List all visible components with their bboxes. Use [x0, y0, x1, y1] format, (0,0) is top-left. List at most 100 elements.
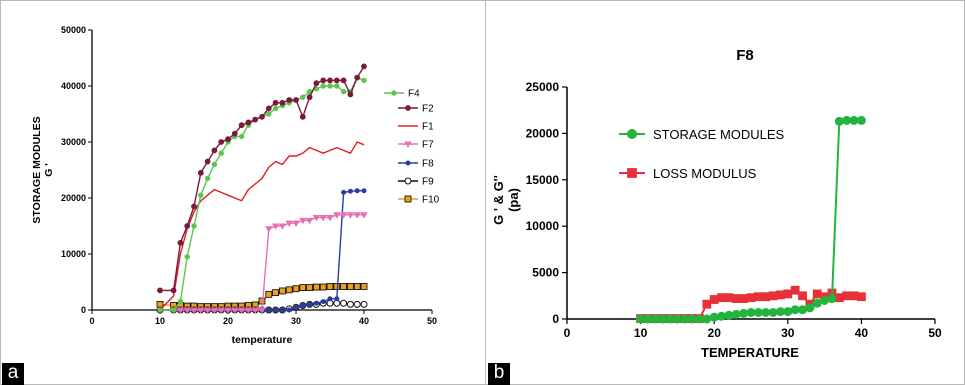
data-point	[340, 77, 347, 84]
legend-item-f1: F1	[398, 122, 434, 133]
data-point	[346, 300, 354, 308]
data-point	[217, 307, 225, 314]
panel-label-b: b	[488, 363, 510, 385]
data-point	[775, 307, 785, 317]
data-point	[292, 285, 300, 293]
data-point	[312, 215, 321, 222]
y-axis-label: STORAGE MODULESG '	[31, 116, 55, 223]
data-point	[354, 188, 360, 194]
data-point	[292, 220, 300, 227]
data-point	[339, 212, 348, 219]
legend-item-f10: F10	[398, 195, 440, 206]
x-tick-label: 0	[564, 326, 571, 340]
legend-marker	[404, 141, 412, 148]
data-point	[286, 307, 292, 313]
data-point	[204, 158, 211, 165]
data-point	[327, 83, 333, 89]
data-point	[753, 292, 763, 302]
data-point	[285, 286, 293, 294]
legend-marker	[405, 160, 411, 166]
data-point	[265, 105, 272, 112]
data-point	[177, 298, 184, 305]
data-point	[636, 314, 646, 324]
data-point	[842, 291, 852, 301]
data-point	[798, 305, 808, 315]
data-point	[157, 307, 163, 313]
data-point	[306, 284, 314, 292]
data-point	[299, 284, 307, 292]
data-point	[361, 188, 367, 194]
data-point	[278, 287, 286, 295]
x-tick-label: 50	[928, 326, 942, 340]
data-point	[694, 314, 704, 324]
data-point	[299, 113, 306, 120]
y-axis-label-line: STORAGE MODULES	[31, 116, 43, 223]
x-tick-label: 0	[89, 316, 94, 326]
data-point	[252, 116, 259, 123]
data-point	[347, 91, 354, 98]
y-tick-label: 15000	[526, 173, 560, 187]
data-point	[320, 83, 326, 89]
data-point	[245, 119, 252, 126]
y-axis-label: G ' & G''(pa)	[491, 175, 521, 225]
data-point	[218, 150, 224, 156]
data-point	[360, 212, 368, 219]
data-point	[334, 83, 340, 89]
data-point	[231, 307, 239, 314]
data-point	[157, 287, 163, 294]
x-tick-label: 30	[291, 316, 301, 326]
legend-item-f4: F4	[384, 89, 420, 100]
data-point	[739, 294, 749, 303]
a-series-f2	[157, 63, 367, 294]
data-point	[184, 223, 191, 229]
data-point	[265, 290, 273, 298]
data-point	[687, 314, 697, 324]
y-tick-label: 20000	[61, 193, 86, 203]
data-point	[731, 309, 741, 319]
data-point	[265, 226, 273, 233]
data-point	[768, 291, 778, 301]
legend-marker	[391, 90, 397, 96]
data-point	[361, 63, 367, 70]
data-point	[299, 217, 307, 225]
data-point	[333, 212, 341, 219]
data-point	[190, 307, 198, 314]
data-point	[353, 212, 361, 219]
data-point	[273, 307, 279, 313]
x-axis-label: temperature	[232, 334, 293, 346]
y-tick-label: 50000	[61, 25, 86, 35]
data-point	[203, 307, 212, 314]
data-point	[238, 133, 245, 140]
data-point	[326, 215, 334, 222]
legend-label: F7	[422, 140, 434, 151]
data-point	[709, 295, 719, 304]
y-axis-label-line: (pa)	[506, 188, 521, 212]
data-point	[658, 314, 668, 324]
legend-item-f8: F8	[398, 159, 434, 170]
legend-label: F4	[408, 89, 420, 100]
data-point	[753, 308, 763, 318]
data-point	[717, 293, 726, 303]
data-point	[191, 203, 197, 210]
data-point	[327, 77, 333, 84]
x-tick-label: 10	[155, 316, 165, 326]
data-point	[279, 307, 285, 313]
data-point	[224, 307, 232, 314]
data-point	[210, 307, 219, 314]
panel-divider	[485, 0, 486, 385]
data-point	[834, 116, 844, 126]
data-point	[340, 299, 348, 307]
data-point	[798, 291, 807, 301]
data-point	[354, 74, 361, 81]
x-tick-label: 20	[223, 316, 233, 326]
panel-label-a: a	[2, 363, 24, 385]
legend-label: F2	[422, 104, 434, 115]
data-point	[204, 175, 211, 182]
legend-item-f9: F9	[398, 177, 434, 188]
data-point	[285, 220, 293, 227]
data-point	[353, 283, 361, 290]
data-point	[746, 308, 756, 318]
y-axis-label-line: G '	[43, 163, 55, 177]
legend-label: STORAGE MODULES	[653, 127, 785, 142]
data-point	[198, 192, 204, 198]
